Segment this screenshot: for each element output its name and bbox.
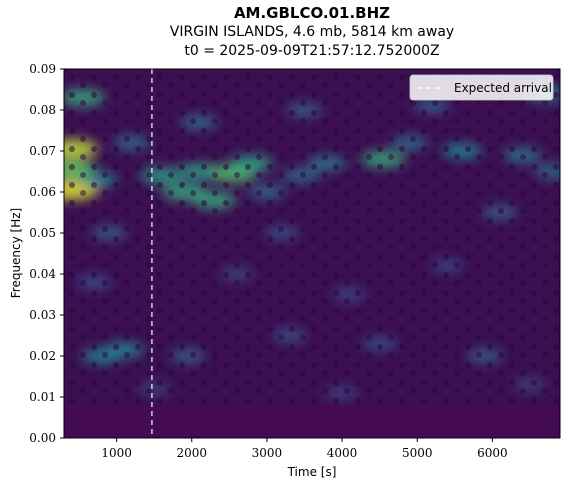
x-axis-ticks: 1000 2000 3000 4000 5000 6000 (101, 438, 508, 460)
y-axis-ticks: 0.00 0.01 0.02 0.03 0.04 0.05 0.06 0.07 0.08 0.09 (29, 62, 64, 445)
plot-frame (63, 68, 561, 439)
y-tick-label: 0.06 (29, 185, 56, 199)
x-tick-label: 3000 (252, 446, 283, 460)
y-tick-label: 0.09 (29, 62, 56, 76)
y-tick-label: 0.01 (29, 390, 56, 404)
plot-area (64, 69, 560, 438)
x-tick-label: 2000 (176, 446, 207, 460)
speckle-texture (64, 69, 560, 409)
title-block: AM.GBLCO.01.BHZ VIRGIN ISLANDS, 4.6 mb, … (64, 4, 560, 61)
y-tick-label: 0.03 (29, 308, 56, 322)
x-axis-label: Time [s] (287, 465, 337, 479)
y-tick-label: 0.08 (29, 103, 56, 117)
y-tick-label: 0.05 (29, 226, 56, 240)
x-tick-label: 1000 (101, 446, 132, 460)
x-tick-label: 6000 (477, 446, 508, 460)
x-tick-label: 5000 (402, 446, 433, 460)
y-tick-label: 0.04 (29, 267, 56, 281)
y-tick-label: 0.00 (29, 431, 56, 445)
x-tick-label: 4000 (327, 446, 358, 460)
y-tick-label: 0.02 (29, 349, 56, 363)
legend-entry-expected-arrival: Expected arrival (454, 81, 552, 95)
low-frequency-band (64, 405, 560, 438)
y-tick-label: 0.07 (29, 144, 56, 158)
chart-subtitle-line-2: t0 = 2025-09-09T21:57:12.752000Z (184, 43, 440, 59)
chart-subtitle-line-1: VIRGIN ISLANDS, 4.6 mb, 5814 km away (169, 24, 455, 40)
y-axis-label: Frequency [Hz] (9, 208, 23, 299)
legend-box (409, 74, 554, 101)
chart-title: AM.GBLCO.01.BHZ (233, 4, 391, 22)
legend: Expected arrival (409, 74, 554, 101)
